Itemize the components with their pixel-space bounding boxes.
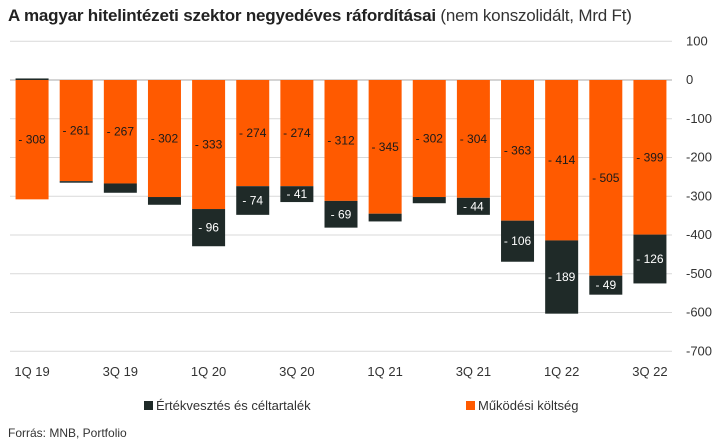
data-label-operating: - 308 [18,133,46,147]
data-label-operating: - 505 [592,171,620,185]
bar-operating-cost [456,80,490,198]
legend-swatch-operating [466,401,475,410]
bar-operating-cost [412,80,446,198]
bar-impairment [545,240,579,314]
bar-operating-cost [192,80,226,210]
legend-label-impairment: Értékvesztés és céltartalék [156,398,311,413]
bar-impairment [103,183,137,193]
x-tick-label: 3Q 19 [103,364,138,379]
bar-operating-cost [59,80,93,182]
data-label-operating: - 267 [107,125,135,139]
x-tick-label: 1Q 19 [14,364,49,379]
data-label-operating: - 312 [327,133,355,147]
bar-operating-cost [15,80,49,200]
data-label-impairment: - 126 [636,252,664,266]
data-label-impairment: - 106 [504,234,532,248]
bar-operating-cost [589,80,623,276]
data-label-operating: - 333 [195,138,223,152]
bar-operating-cost [368,80,402,214]
y-tick-label: -100 [686,111,712,126]
legend-swatch-impairment [144,401,153,410]
data-label-impairment: - 69 [331,207,352,221]
data-label-operating: - 345 [371,140,399,154]
bar-impairment [412,197,446,204]
data-label-operating: - 304 [460,132,488,146]
data-label-operating: - 261 [63,124,91,138]
x-tick-label: 1Q 22 [544,364,579,379]
bar-impairment [280,186,314,203]
x-tick-label: 1Q 21 [367,364,402,379]
y-tick-label: 0 [686,72,693,87]
y-tick-label: -200 [686,150,712,165]
x-tick-label: 3Q 20 [279,364,314,379]
bar-impairment [192,209,226,247]
x-tick-label: 1Q 20 [191,364,226,379]
data-label-operating: - 302 [416,132,444,146]
data-label-operating: - 274 [283,126,311,140]
bar-operating-cost [280,80,314,187]
y-tick-label: 100 [686,33,708,48]
bar-impairment [589,275,623,295]
bar-impairment [456,197,490,215]
chart-title: A magyar hitelintézeti szektor negyedéve… [8,6,632,26]
data-label-operating: - 399 [636,150,664,164]
bar-impairment [324,200,358,228]
data-label-impairment: - 44 [463,199,484,213]
chart-title-main: A magyar hitelintézeti szektor negyedéve… [8,6,436,25]
bar-operating-cost [236,80,270,187]
data-label-impairment: - 41 [287,187,308,201]
data-label-impairment: - 74 [242,194,263,208]
bar-operating-cost [501,80,535,221]
bar-impairment [147,197,181,205]
bar-operating-cost [545,80,579,241]
bar-operating-cost [103,80,137,184]
bar-impairment [236,186,270,215]
data-label-operating: - 274 [239,126,267,140]
bar-operating-cost [633,80,667,235]
bar-impairment [368,213,402,222]
bar-operating-cost [147,80,181,198]
data-label-impairment: - 49 [595,278,616,292]
legend-label-operating: Működési költség [478,398,578,413]
data-label-impairment: - 96 [198,221,219,235]
y-tick-label: -400 [686,227,712,242]
bar-operating-cost [324,80,358,201]
bar-impairment [15,78,49,80]
source-note: Forrás: MNB, Portfolio [8,426,127,440]
y-tick-label: -600 [686,305,712,320]
x-tick-label: 3Q 22 [632,364,667,379]
y-tick-label: -500 [686,266,712,281]
data-label-operating: - 302 [151,132,179,146]
x-tick-label: 3Q 21 [456,364,491,379]
bar-impairment [633,234,667,284]
bar-impairment [501,220,535,262]
bar-impairment [59,181,93,183]
data-label-operating: - 363 [504,143,532,157]
data-label-impairment: - 189 [548,270,576,284]
chart-title-sub: (nem konszolidált, Mrd Ft) [435,6,632,25]
y-tick-label: -700 [686,343,712,358]
data-label-operating: - 414 [548,153,576,167]
y-tick-label: -300 [686,188,712,203]
